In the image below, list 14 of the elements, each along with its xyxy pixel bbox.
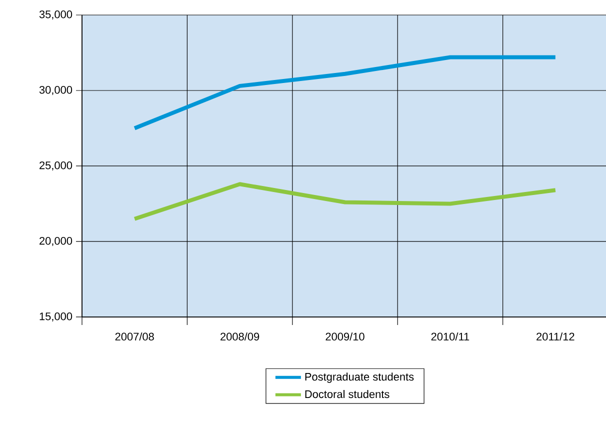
x-tick-label: 2007/08 [115,332,154,341]
y-tick-label: 25,000 [40,161,72,171]
y-tick-label: 35,000 [39,10,72,20]
line-series [132,55,558,130]
x-tick-label: 2008/09 [220,332,260,341]
legend-label: Postgraduate students [305,372,414,383]
y-tick-label: 30,000 [39,86,72,96]
y-tick-label: 20,000 [40,236,72,246]
x-tick-label: 2010/11 [431,332,470,341]
y-tick-label: 15,000 [40,312,72,322]
x-tick-label: 2009/10 [326,332,364,341]
line-series [132,182,558,221]
legend-label: Doctoral students [305,390,390,398]
x-tick-label: 2011/12 [536,332,574,341]
